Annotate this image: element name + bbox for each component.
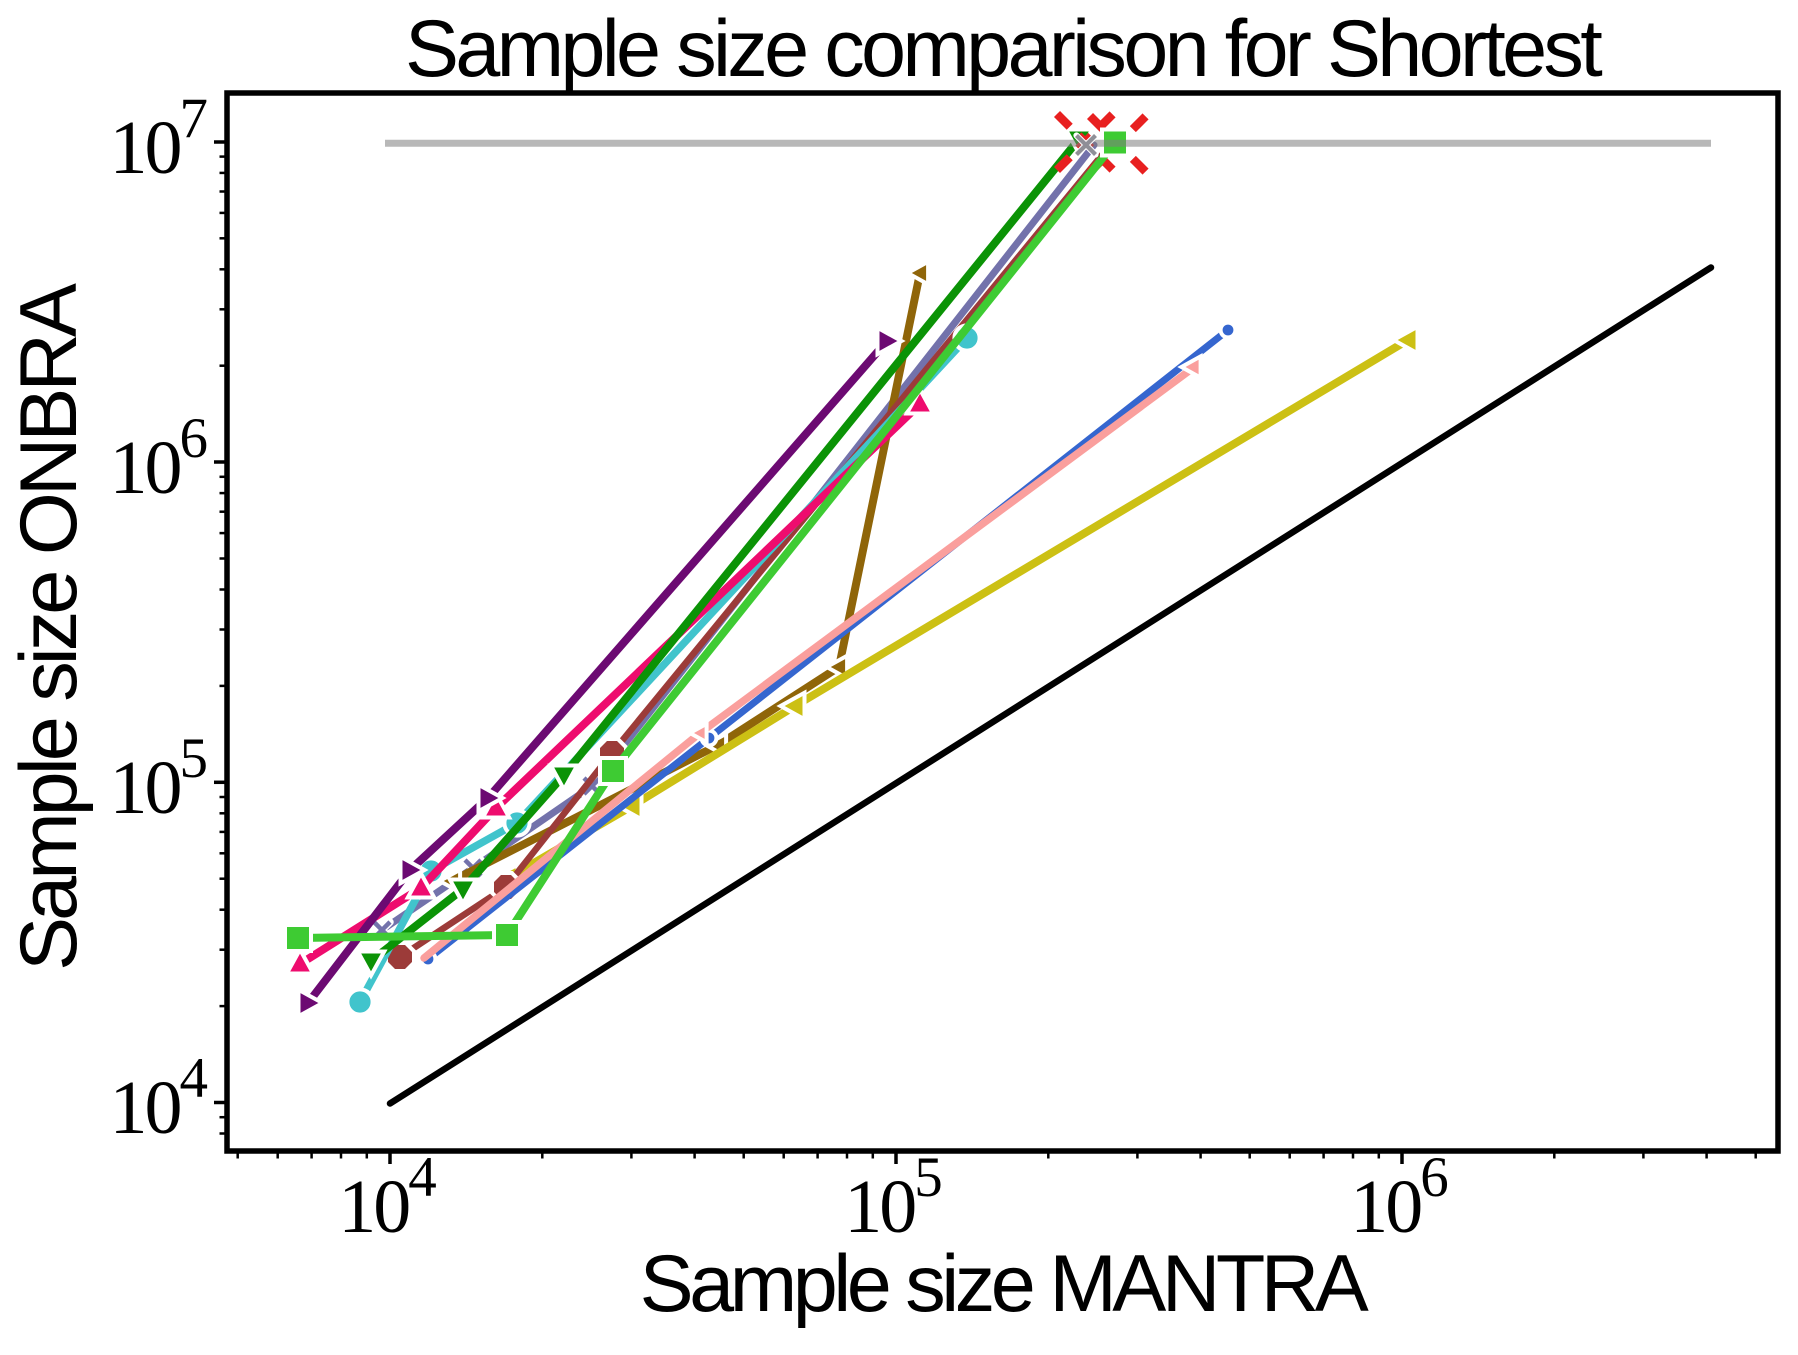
svg-text:Sample size MANTRA: Sample size MANTRA <box>640 1239 1369 1329</box>
svg-text:Sample size ONBRA: Sample size ONBRA <box>4 283 94 971</box>
svg-text:Sample size comparison for Sho: Sample size comparison for Shortest <box>405 4 1602 94</box>
